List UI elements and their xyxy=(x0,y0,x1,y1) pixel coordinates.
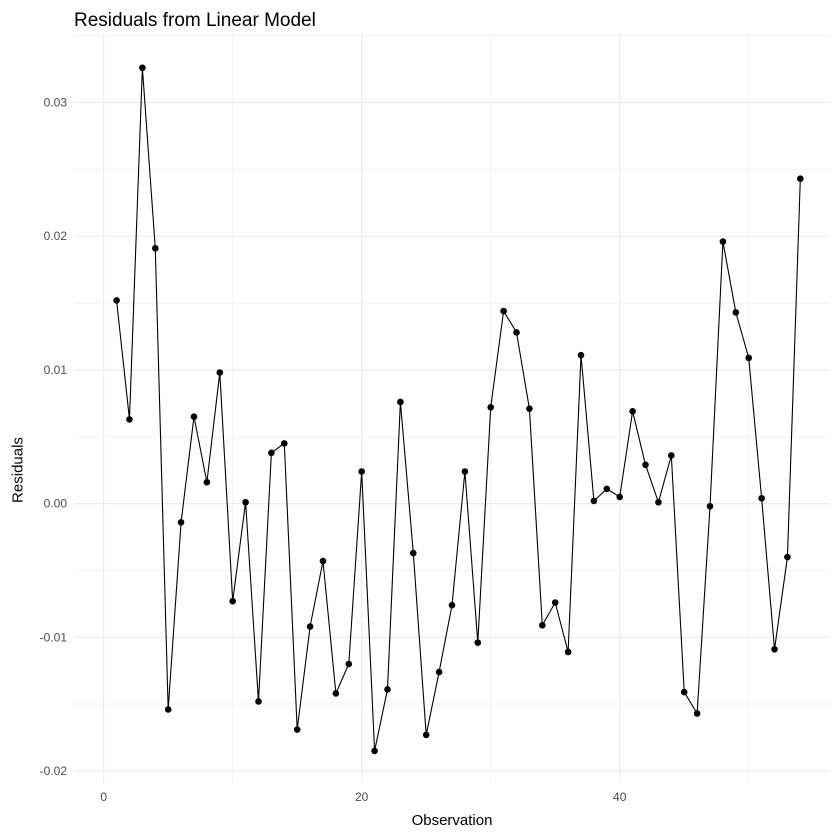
data-point xyxy=(435,668,443,676)
data-point xyxy=(551,599,559,606)
data-point xyxy=(126,416,133,423)
data-point xyxy=(771,646,778,653)
data-point xyxy=(797,175,804,183)
data-point xyxy=(229,597,236,605)
y-tick-label: -0.02 xyxy=(40,764,68,778)
data-point xyxy=(306,623,314,630)
data-point xyxy=(603,485,611,493)
data-point xyxy=(255,698,262,705)
data-point xyxy=(216,369,224,376)
data-point xyxy=(500,307,507,315)
data-point xyxy=(526,405,533,412)
residual-line xyxy=(116,67,801,752)
data-point xyxy=(577,351,585,359)
data-point xyxy=(139,64,146,72)
data-point xyxy=(539,621,546,629)
data-point xyxy=(564,648,572,656)
x-tick-label: 20 xyxy=(355,790,369,804)
y-tick-label: -0.01 xyxy=(40,630,68,644)
data-point xyxy=(655,498,662,506)
data-point xyxy=(293,726,301,733)
x-tick-label: 40 xyxy=(613,790,627,804)
data-point xyxy=(616,493,624,501)
data-point xyxy=(409,549,417,557)
data-point xyxy=(474,639,482,646)
data-point xyxy=(590,497,598,505)
y-tick-label: 0.01 xyxy=(44,363,68,377)
data-point xyxy=(203,478,211,486)
data-point xyxy=(345,660,353,668)
data-point xyxy=(177,519,185,526)
data-point xyxy=(680,688,688,696)
data-point xyxy=(745,354,753,362)
data-point xyxy=(384,686,391,693)
data-point xyxy=(151,244,159,252)
data-point xyxy=(784,553,791,561)
data-point xyxy=(332,690,340,697)
data-point xyxy=(371,747,378,755)
data-series xyxy=(113,64,804,755)
data-point xyxy=(164,706,172,713)
data-point xyxy=(693,710,701,717)
data-point xyxy=(706,502,714,510)
data-point xyxy=(397,398,404,406)
data-point xyxy=(242,498,249,506)
data-point xyxy=(448,601,456,609)
data-point xyxy=(629,408,636,415)
data-point xyxy=(319,557,327,565)
data-point xyxy=(358,468,365,475)
data-point xyxy=(758,494,765,502)
gridlines xyxy=(74,33,830,783)
data-point xyxy=(487,404,495,411)
data-point xyxy=(113,297,120,304)
data-point xyxy=(513,329,520,336)
axis-ticks: -0.02 -0.01 0.00 0.01 0.02 0.03 0 20 40 xyxy=(40,96,627,804)
data-point xyxy=(268,449,275,457)
data-point xyxy=(461,468,469,475)
data-point xyxy=(668,452,675,459)
data-point xyxy=(642,461,649,469)
data-point xyxy=(280,440,288,447)
y-tick-label: 0.02 xyxy=(44,229,68,243)
chart-title: Residuals from Linear Model xyxy=(74,10,316,31)
data-point xyxy=(190,413,198,420)
y-tick-label: 0.00 xyxy=(44,497,68,511)
data-point xyxy=(732,309,740,316)
y-tick-label: 0.03 xyxy=(44,96,68,110)
x-axis-label: Observation xyxy=(411,812,493,829)
x-tick-label: 0 xyxy=(100,790,107,804)
data-point xyxy=(422,731,430,739)
data-point xyxy=(719,238,727,245)
